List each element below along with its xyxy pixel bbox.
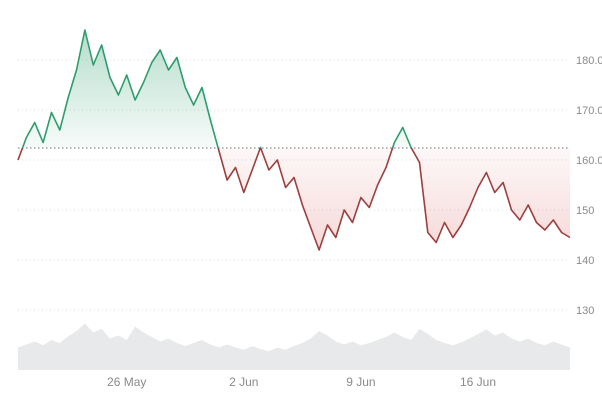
y-axis-label: 180.0 (576, 55, 602, 67)
area-above-baseline (18, 30, 570, 148)
x-axis-label: 2 Jun (229, 375, 258, 389)
y-axis-label: 170.0 (576, 105, 602, 117)
area-below-baseline (18, 148, 570, 250)
volume-area (18, 323, 570, 370)
y-axis-label: 140 (576, 255, 594, 267)
x-axis-label: 26 May (107, 375, 146, 389)
price-line-above (21, 29, 413, 148)
x-axis-label: 9 Jun (346, 375, 375, 389)
y-axis-label: 150 (576, 205, 594, 217)
price-line-below (17, 148, 571, 251)
x-axis-label: 16 Jun (460, 375, 496, 389)
y-axis-label: 160.0 (576, 155, 602, 167)
y-axis-label: 130 (576, 305, 594, 317)
